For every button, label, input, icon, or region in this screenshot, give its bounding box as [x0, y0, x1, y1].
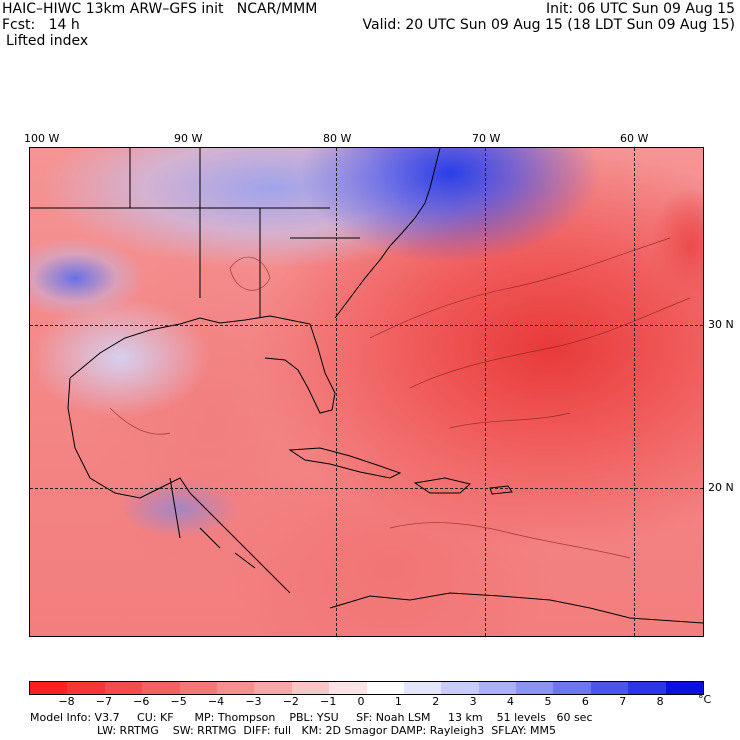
colorbar-tick-label: 7	[619, 695, 627, 708]
colorbar	[29, 681, 704, 695]
forecast-hour: Fcst: 14 h	[2, 17, 80, 33]
colorbar-swatch	[216, 682, 255, 694]
colorbar-tick-label: 2	[432, 695, 440, 708]
colorbar-swatch	[30, 682, 68, 694]
graticule-80w	[336, 148, 337, 636]
colorbar-tick-label: 4	[507, 695, 515, 708]
colorbar-swatch	[478, 682, 517, 694]
colorbar-tick-label: −4	[207, 695, 225, 708]
colorbar-tick-label: 1	[394, 695, 402, 708]
model-title: HAIC–HIWC 13km ARW–GFS init NCAR/MMM	[2, 1, 318, 17]
colorbar-swatch	[628, 682, 666, 694]
colorbar-tick-label: 5	[544, 695, 552, 708]
lon-label-70w: 70 W	[472, 132, 501, 145]
lat-label-30n: 30 N	[708, 318, 734, 331]
colorbar-tick-label: −6	[133, 695, 150, 708]
field-name: Lifted index	[6, 33, 89, 49]
lon-label-60w: 60 W	[620, 132, 649, 145]
colorbar-swatch	[67, 682, 105, 694]
model-info-line2: LW: RRTMG SW: RRTMG DIFF: full KM: 2D Sm…	[97, 724, 557, 737]
model-info-line1: Model Info: V3.7 CU: KF MP: Thompson PBL…	[30, 711, 593, 724]
graticule-30n	[30, 325, 703, 326]
colorbar-swatch	[366, 682, 404, 694]
colorbar-swatch	[254, 682, 292, 694]
lifted-index-map	[29, 147, 704, 637]
colorbar-tick-label: 8	[656, 695, 664, 708]
colorbar-swatch	[291, 682, 330, 694]
colorbar-swatch	[179, 682, 217, 694]
colorbar-tick-label: 3	[469, 695, 477, 708]
colorbar-swatch	[142, 682, 180, 694]
colorbar-swatch	[441, 682, 479, 694]
colorbar-swatch	[516, 682, 554, 694]
colorbar-unit: °C	[698, 693, 712, 706]
colorbar-tick-label: 6	[581, 695, 589, 708]
colorbar-tick-label: 0	[357, 695, 365, 708]
graticule-60w	[634, 148, 635, 636]
lon-label-100w: 100 W	[24, 132, 60, 145]
colorbar-swatch	[329, 682, 367, 694]
colorbar-tick-label: −8	[58, 695, 75, 708]
lon-label-90w: 90 W	[174, 132, 203, 145]
colorbar-tick-label: −2	[282, 695, 299, 708]
colorbar-swatch	[590, 682, 629, 694]
colorbar-tick-label: −7	[95, 695, 112, 708]
valid-time: Valid: 20 UTC Sun 09 Aug 15 (18 LDT Sun …	[362, 17, 736, 33]
graticule-70w	[485, 148, 486, 636]
colorbar-swatch	[665, 682, 704, 694]
init-time: Init: 06 UTC Sun 09 Aug 15	[546, 1, 735, 17]
colorbar-swatch	[553, 682, 591, 694]
lat-label-20n: 20 N	[708, 481, 734, 494]
graticule-20n	[30, 488, 703, 489]
colorbar-swatch	[104, 682, 143, 694]
colorbar-tick-label: −5	[170, 695, 187, 708]
lon-label-80w: 80 W	[323, 132, 352, 145]
colorbar-swatch	[403, 682, 442, 694]
colorbar-tick-label: −3	[245, 695, 262, 708]
colorbar-tick-label: −1	[320, 695, 337, 708]
coastline-overlay	[30, 148, 703, 624]
